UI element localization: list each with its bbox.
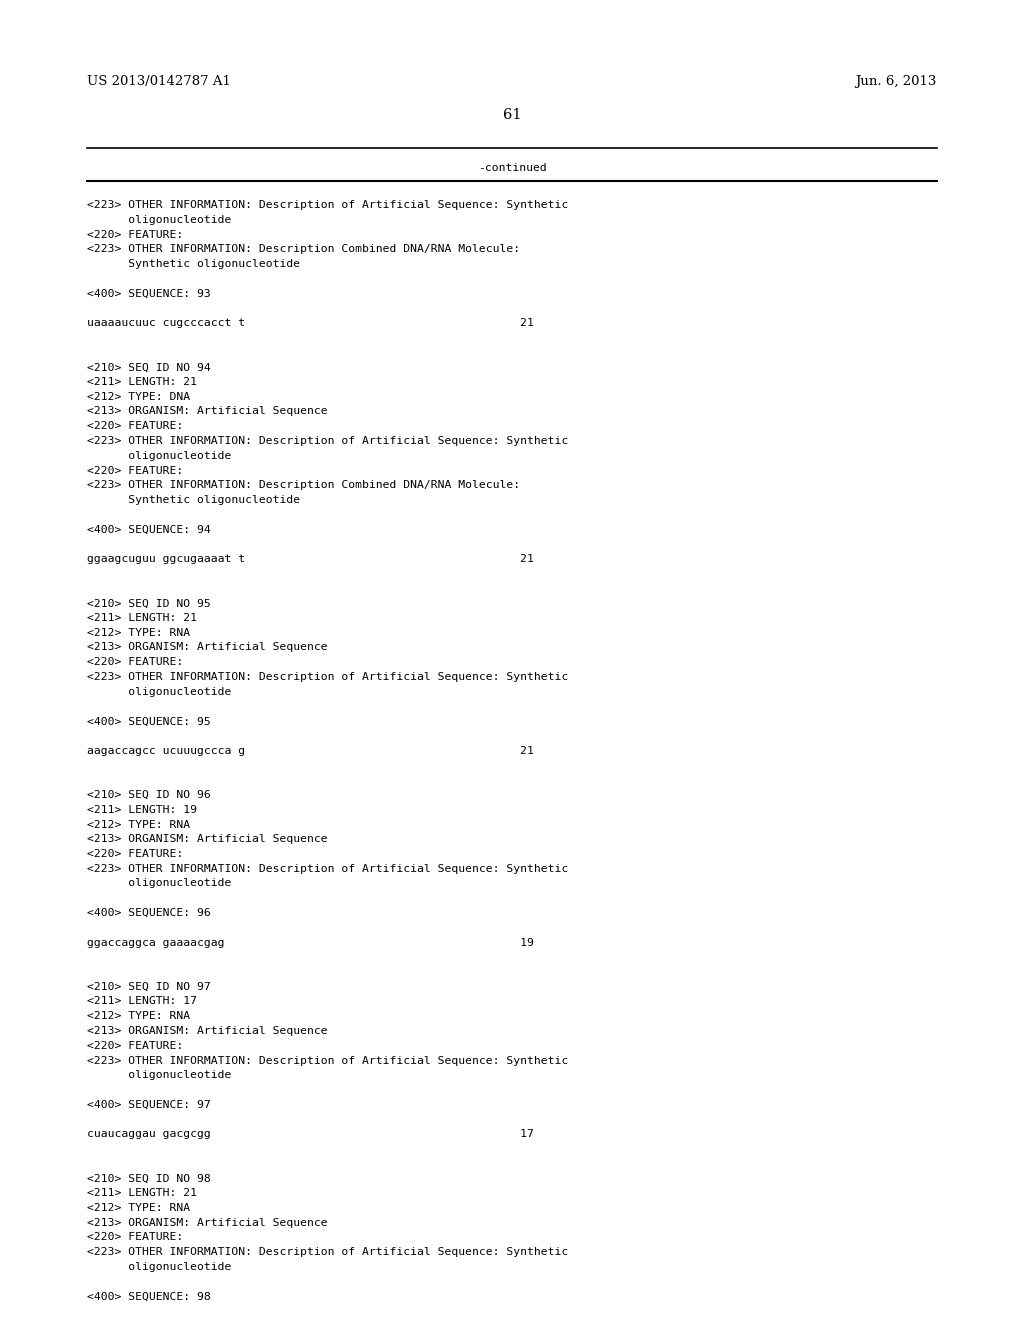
Text: ggaagcuguu ggcugaaaat t                                        21: ggaagcuguu ggcugaaaat t 21 xyxy=(87,554,534,564)
Text: <220> FEATURE:: <220> FEATURE: xyxy=(87,1040,183,1051)
Text: <223> OTHER INFORMATION: Description of Artificial Sequence: Synthetic: <223> OTHER INFORMATION: Description of … xyxy=(87,201,568,210)
Text: <220> FEATURE:: <220> FEATURE: xyxy=(87,849,183,859)
Text: <223> OTHER INFORMATION: Description of Artificial Sequence: Synthetic: <223> OTHER INFORMATION: Description of … xyxy=(87,1056,568,1065)
Text: <211> LENGTH: 21: <211> LENGTH: 21 xyxy=(87,1188,197,1199)
Text: uaaaaucuuc cugcccacct t                                        21: uaaaaucuuc cugcccacct t 21 xyxy=(87,318,534,327)
Text: oligonucleotide: oligonucleotide xyxy=(87,1262,231,1272)
Text: <400> SEQUENCE: 96: <400> SEQUENCE: 96 xyxy=(87,908,211,917)
Text: Jun. 6, 2013: Jun. 6, 2013 xyxy=(856,75,937,88)
Text: <211> LENGTH: 21: <211> LENGTH: 21 xyxy=(87,378,197,387)
Text: <210> SEQ ID NO 98: <210> SEQ ID NO 98 xyxy=(87,1173,211,1184)
Text: <212> TYPE: RNA: <212> TYPE: RNA xyxy=(87,1203,190,1213)
Text: <400> SEQUENCE: 95: <400> SEQUENCE: 95 xyxy=(87,717,211,726)
Text: <210> SEQ ID NO 97: <210> SEQ ID NO 97 xyxy=(87,982,211,991)
Text: <223> OTHER INFORMATION: Description of Artificial Sequence: Synthetic: <223> OTHER INFORMATION: Description of … xyxy=(87,1247,568,1257)
Text: 61: 61 xyxy=(503,108,521,121)
Text: <400> SEQUENCE: 94: <400> SEQUENCE: 94 xyxy=(87,524,211,535)
Text: <210> SEQ ID NO 95: <210> SEQ ID NO 95 xyxy=(87,598,211,609)
Text: <213> ORGANISM: Artificial Sequence: <213> ORGANISM: Artificial Sequence xyxy=(87,834,328,845)
Text: <210> SEQ ID NO 94: <210> SEQ ID NO 94 xyxy=(87,362,211,372)
Text: cuaucaggau gacgcgg                                             17: cuaucaggau gacgcgg 17 xyxy=(87,1129,534,1139)
Text: aagaccagcc ucuuugccca g                                        21: aagaccagcc ucuuugccca g 21 xyxy=(87,746,534,756)
Text: <211> LENGTH: 17: <211> LENGTH: 17 xyxy=(87,997,197,1006)
Text: oligonucleotide: oligonucleotide xyxy=(87,215,231,224)
Text: <223> OTHER INFORMATION: Description of Artificial Sequence: Synthetic: <223> OTHER INFORMATION: Description of … xyxy=(87,672,568,682)
Text: <211> LENGTH: 21: <211> LENGTH: 21 xyxy=(87,612,197,623)
Text: Synthetic oligonucleotide: Synthetic oligonucleotide xyxy=(87,495,300,506)
Text: <223> OTHER INFORMATION: Description Combined DNA/RNA Molecule:: <223> OTHER INFORMATION: Description Com… xyxy=(87,244,520,255)
Text: <220> FEATURE:: <220> FEATURE: xyxy=(87,1233,183,1242)
Text: <212> TYPE: RNA: <212> TYPE: RNA xyxy=(87,820,190,829)
Text: <212> TYPE: RNA: <212> TYPE: RNA xyxy=(87,1011,190,1022)
Text: <220> FEATURE:: <220> FEATURE: xyxy=(87,466,183,475)
Text: <223> OTHER INFORMATION: Description Combined DNA/RNA Molecule:: <223> OTHER INFORMATION: Description Com… xyxy=(87,480,520,490)
Text: oligonucleotide: oligonucleotide xyxy=(87,1071,231,1080)
Text: <223> OTHER INFORMATION: Description of Artificial Sequence: Synthetic: <223> OTHER INFORMATION: Description of … xyxy=(87,436,568,446)
Text: oligonucleotide: oligonucleotide xyxy=(87,686,231,697)
Text: <213> ORGANISM: Artificial Sequence: <213> ORGANISM: Artificial Sequence xyxy=(87,1218,328,1228)
Text: Synthetic oligonucleotide: Synthetic oligonucleotide xyxy=(87,259,300,269)
Text: <213> ORGANISM: Artificial Sequence: <213> ORGANISM: Artificial Sequence xyxy=(87,643,328,652)
Text: <211> LENGTH: 19: <211> LENGTH: 19 xyxy=(87,805,197,814)
Text: <220> FEATURE:: <220> FEATURE: xyxy=(87,421,183,432)
Text: -continued: -continued xyxy=(477,162,547,173)
Text: <400> SEQUENCE: 93: <400> SEQUENCE: 93 xyxy=(87,289,211,298)
Text: <400> SEQUENCE: 97: <400> SEQUENCE: 97 xyxy=(87,1100,211,1110)
Text: <220> FEATURE:: <220> FEATURE: xyxy=(87,230,183,239)
Text: US 2013/0142787 A1: US 2013/0142787 A1 xyxy=(87,75,231,88)
Text: <220> FEATURE:: <220> FEATURE: xyxy=(87,657,183,667)
Text: ggaccaggca gaaaacgag                                           19: ggaccaggca gaaaacgag 19 xyxy=(87,937,534,948)
Text: <210> SEQ ID NO 96: <210> SEQ ID NO 96 xyxy=(87,789,211,800)
Text: <213> ORGANISM: Artificial Sequence: <213> ORGANISM: Artificial Sequence xyxy=(87,1026,328,1036)
Text: oligonucleotide: oligonucleotide xyxy=(87,450,231,461)
Text: <223> OTHER INFORMATION: Description of Artificial Sequence: Synthetic: <223> OTHER INFORMATION: Description of … xyxy=(87,863,568,874)
Text: <212> TYPE: RNA: <212> TYPE: RNA xyxy=(87,628,190,638)
Text: oligonucleotide: oligonucleotide xyxy=(87,879,231,888)
Text: <212> TYPE: DNA: <212> TYPE: DNA xyxy=(87,392,190,401)
Text: <213> ORGANISM: Artificial Sequence: <213> ORGANISM: Artificial Sequence xyxy=(87,407,328,417)
Text: <400> SEQUENCE: 98: <400> SEQUENCE: 98 xyxy=(87,1291,211,1302)
